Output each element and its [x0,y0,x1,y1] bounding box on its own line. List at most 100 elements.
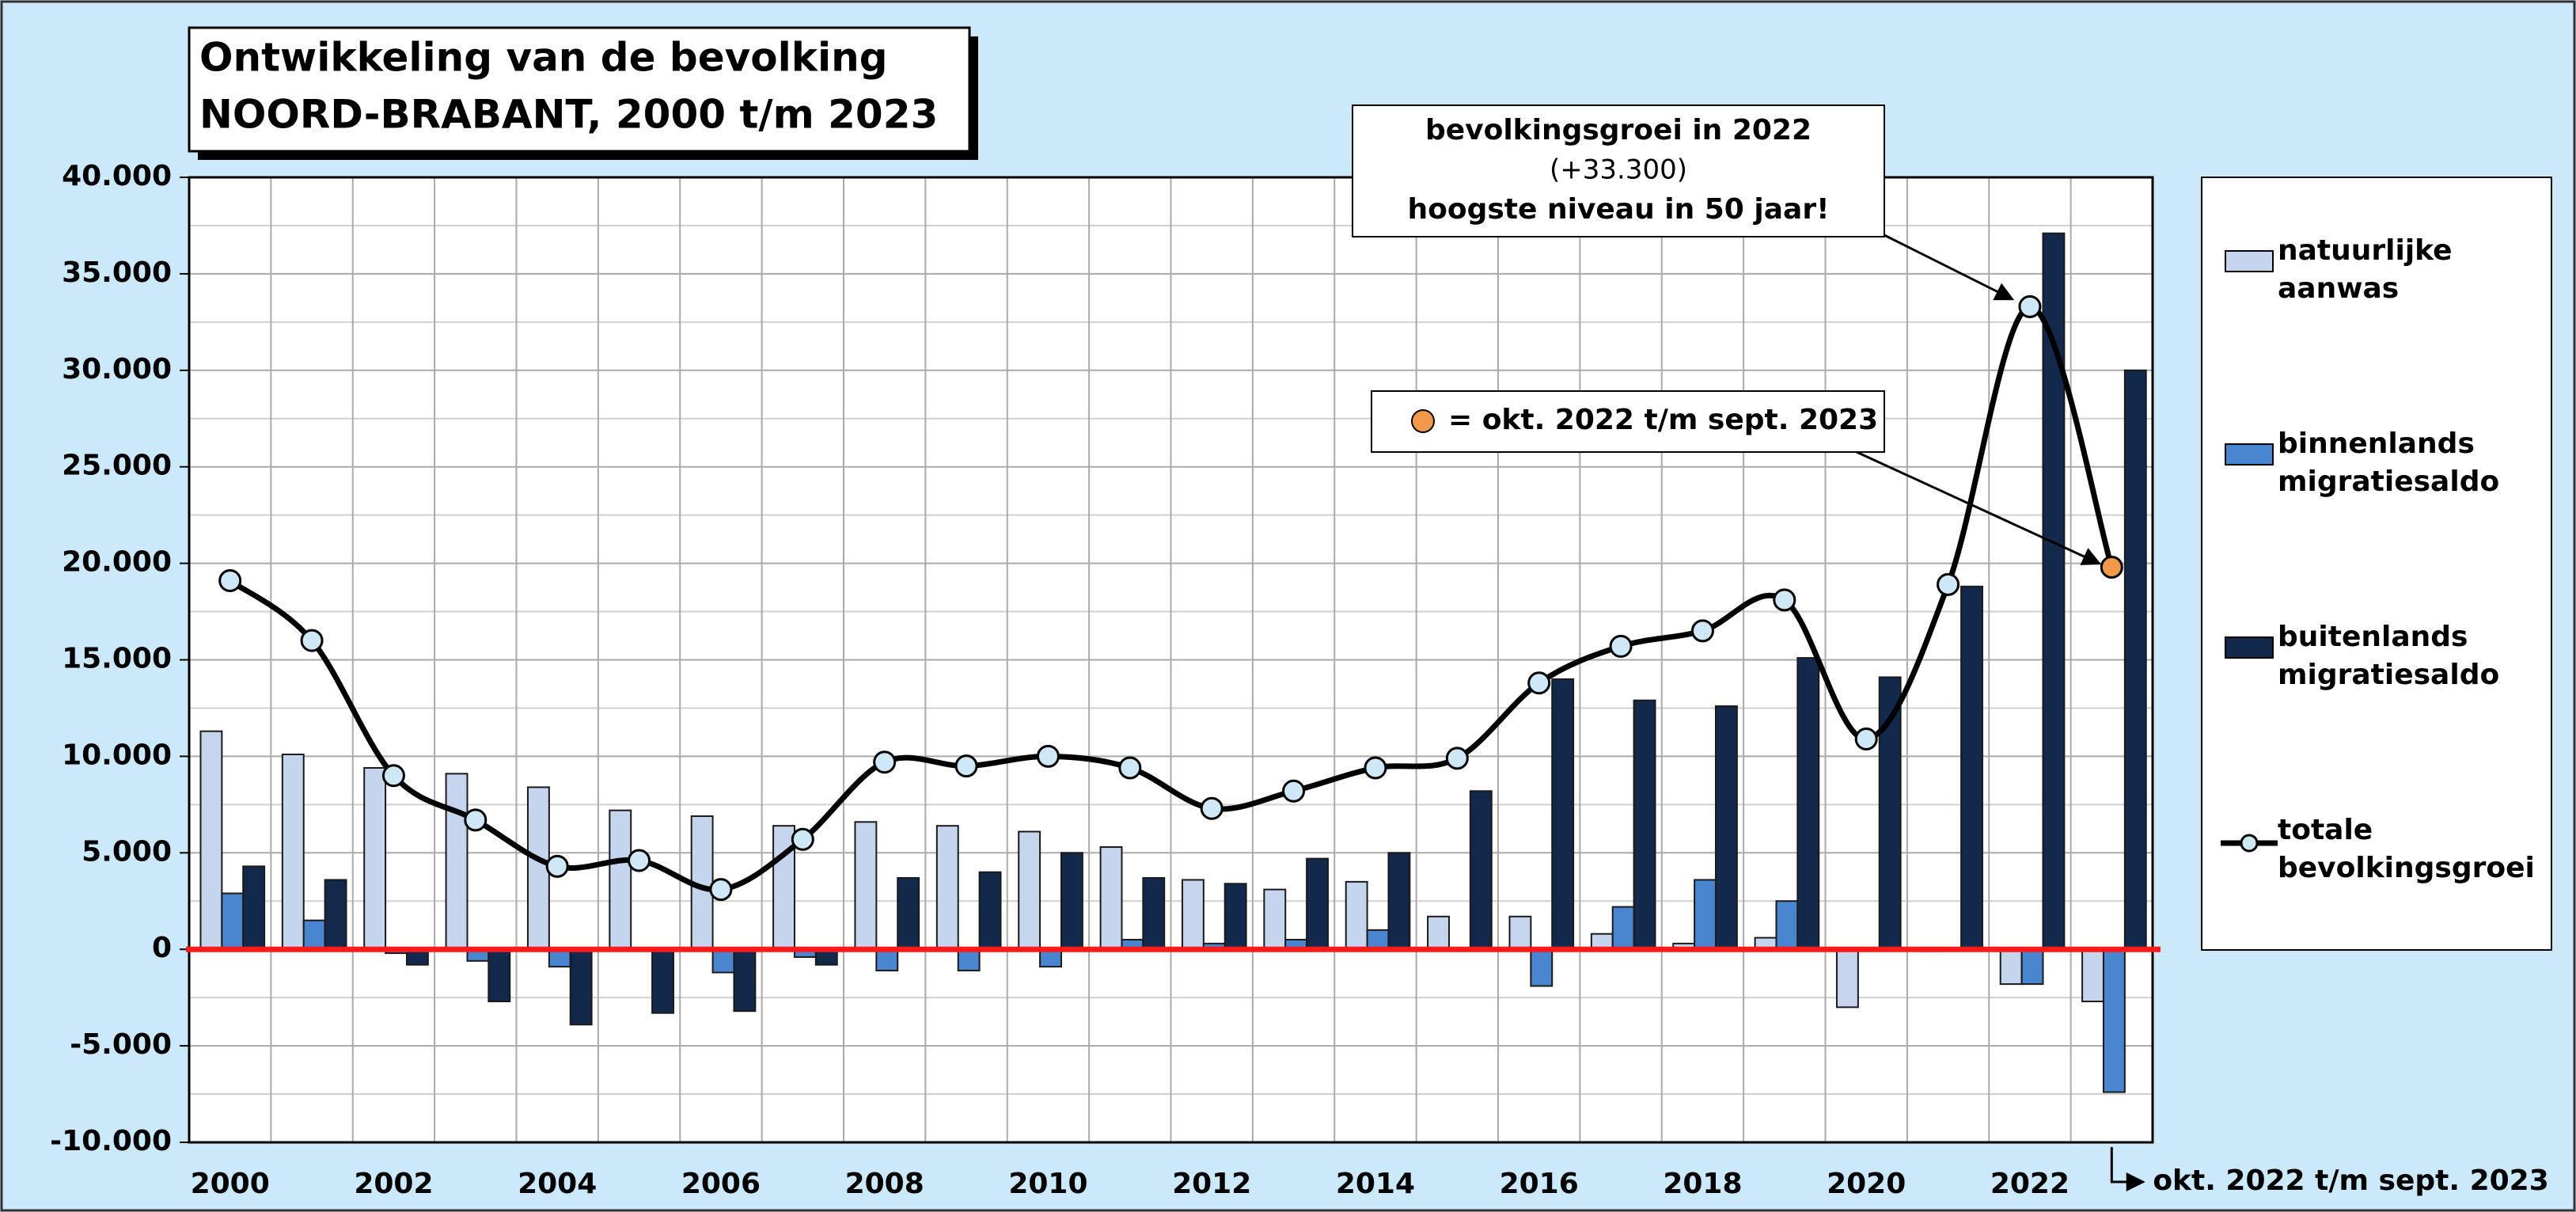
bar [1427,915,1450,951]
line-point [300,629,324,652]
bar [1142,876,1166,951]
bar [2081,948,2104,1003]
bar [1263,888,1287,951]
x-tick-label: 2002 [354,1168,433,1200]
legend-marker [2240,834,2259,853]
x-tick-label: 2020 [1827,1168,1906,1200]
y-tick-label: 35.000 [62,256,172,289]
line-point [2100,555,2123,579]
bar [2123,369,2147,951]
bar [1345,880,1368,951]
bar [1306,857,1329,951]
line-point [464,808,488,832]
bar [1387,852,1411,951]
title-box [188,26,971,153]
plot-border [188,176,2154,1144]
bar [711,948,735,974]
bar [221,892,245,951]
line-point [1937,572,1960,596]
bar [302,919,326,951]
bar [1796,657,1820,951]
line-point [1364,756,1387,780]
bar [897,876,920,951]
bar [1960,585,1983,951]
bar [324,879,347,951]
y-tick-label: -5.000 [70,1028,172,1061]
bar [957,948,981,972]
bar [1508,915,1532,951]
line-point [873,750,897,774]
y-tick-label: 10.000 [62,739,172,771]
x-tick-label: 2008 [845,1168,924,1200]
y-tick-label: 15.000 [62,643,172,675]
line-point [381,764,405,788]
line-point [1854,727,1878,750]
x-tick-label: 2014 [1336,1168,1415,1200]
bar [978,871,1002,951]
bar [1181,879,1205,951]
chart-subtitle: NOORD-BRABANT, 2000 t/m 2023 [199,92,938,138]
bar [1611,906,1635,951]
bar [1694,879,1717,951]
bar [1530,948,1554,987]
line-point [628,849,651,872]
bar [1366,929,1390,951]
bar [2042,232,2066,951]
bar [854,821,878,951]
bar [1775,900,1799,951]
line-point [1690,619,1714,643]
bar [609,809,632,951]
x-tick-label: 2004 [518,1168,597,1200]
bar [363,767,387,951]
annotation-box [1352,104,1885,237]
annotation-text: hoogste niveau in 50 jaar! [1408,193,1830,226]
bar [651,948,674,1014]
annotation-text: bevolkingsgroei in 2022 [1425,114,1812,146]
line-point [218,569,242,593]
bar [733,948,757,1013]
bar [569,948,593,1026]
line-point [1527,671,1551,695]
legend-label: totale bevolkingsgroei [2278,814,2535,884]
bar [935,825,959,951]
legend-label: buitenlands migratiesaldo [2278,621,2500,691]
line-point [545,854,569,878]
line-point [1282,779,1306,803]
bar [1633,699,1656,951]
legend-swatch [2225,636,2274,659]
annotation-arrow [1884,234,2015,301]
x-tick-label: 2006 [681,1168,761,1200]
line-point [1773,588,1796,612]
bar [1835,948,1859,1009]
bar [1224,883,1247,951]
annotation-dot [1411,409,1435,433]
line-point [709,878,733,902]
bar [2102,948,2126,1093]
x-tick-label: 2016 [1500,1168,1579,1200]
bar [199,730,223,951]
legend-box [2201,177,2552,951]
legend-label: natuurlijke aanwas [2278,234,2453,305]
bar [772,825,795,951]
line-point [1036,744,1060,768]
line-point [1118,756,1142,780]
bar [1469,790,1493,951]
y-tick-label: -10.000 [50,1125,172,1157]
annotation-arrow [1856,450,2102,565]
bar [526,786,550,951]
line-point [1200,796,1224,820]
line-point [1609,634,1633,658]
x-tick-label: 2010 [1008,1168,1087,1200]
bar [242,865,266,951]
legend-swatch [2225,443,2274,465]
annotation-text: (+33.300) [1550,154,1687,186]
legend-swatch [2225,250,2274,272]
x-tick-label: 2000 [191,1168,270,1200]
annotation-box [1371,390,1885,453]
line-point [2018,294,2042,318]
bar [281,753,305,951]
x-tick-label: 2018 [1663,1168,1742,1200]
y-tick-label: 0 [152,932,172,964]
bar [1099,845,1123,951]
